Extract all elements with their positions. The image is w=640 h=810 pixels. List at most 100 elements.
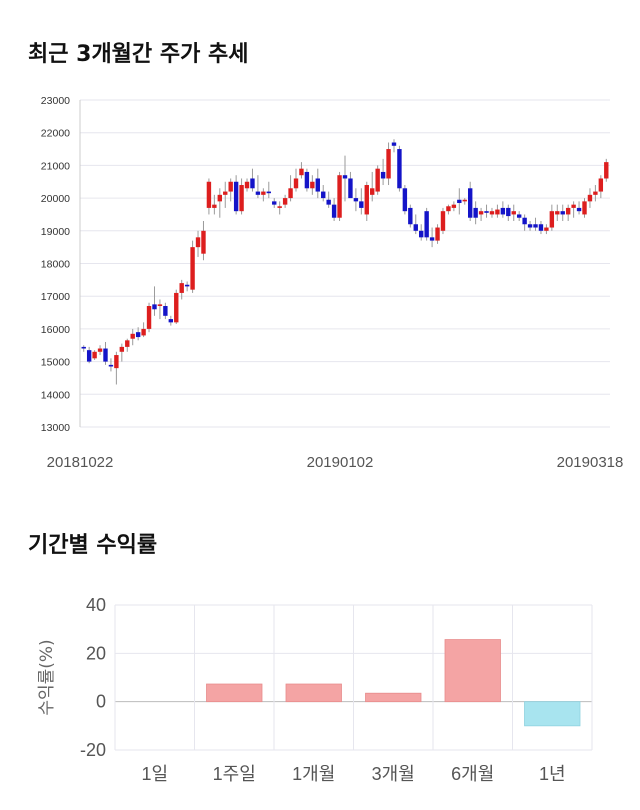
candle-down (457, 199, 462, 204)
candle-down (408, 207, 413, 225)
candle-down (86, 350, 92, 362)
candle-down (272, 201, 277, 205)
candle-up (549, 211, 555, 228)
candle-up (277, 206, 282, 208)
candle-up (440, 211, 446, 231)
returns-x-category-label: 1일 (141, 764, 168, 784)
candle-up (478, 211, 484, 215)
candle-down (527, 224, 533, 228)
candle-up (489, 211, 495, 215)
candle-up (206, 181, 212, 208)
price-x-date-label: 20190102 (307, 454, 374, 471)
returns-bar (206, 683, 263, 703)
candle-up (587, 194, 593, 202)
candle-down (326, 199, 331, 205)
candle-down (560, 211, 565, 215)
price-y-tick-label: 17000 (41, 291, 70, 303)
candle-down (576, 207, 582, 212)
candle-up (571, 204, 576, 208)
candle-up (293, 178, 299, 189)
price-y-tick-label: 23000 (41, 95, 70, 107)
returns-bar (285, 683, 342, 703)
candle-down (419, 230, 424, 238)
candle-up (130, 333, 135, 339)
candle-up (212, 204, 217, 208)
candle-up (119, 346, 125, 352)
candle-down (342, 175, 348, 179)
returns-bar (444, 639, 501, 703)
candle-down (538, 224, 544, 231)
price-candlestick-chart: 13000 14000 15000 16000 17000 18000 19000 20000… (41, 95, 624, 471)
returns-x-category-label: 1주일 (213, 764, 256, 784)
candle-up (555, 211, 560, 215)
returns-bar-chart: -20 0 20 40 1일 1주일 1개월 3개월 6개월 1년 수익률(%) (37, 595, 593, 784)
returns-x-category-label: 3개월 (372, 764, 415, 784)
candle-down (250, 178, 255, 189)
candle-down (397, 149, 402, 189)
candle-down (103, 348, 108, 362)
candle-up (97, 348, 103, 352)
candle-down (500, 207, 506, 215)
candle-up (195, 237, 201, 248)
candle-up (386, 149, 391, 179)
candle-up (604, 162, 609, 179)
candle-down (359, 201, 364, 208)
price-y-tick-label: 19000 (41, 226, 70, 238)
returns-y-axis-label: 수익률(%) (37, 639, 57, 715)
candle-up (114, 355, 119, 369)
returns-bar (365, 692, 422, 703)
returns-bar (524, 701, 581, 727)
price-y-tick-label: 21000 (41, 160, 70, 172)
price-y-tick-label: 22000 (41, 128, 70, 140)
candle-up (146, 306, 152, 329)
candle-down (473, 207, 478, 218)
candle-up (375, 168, 380, 192)
candle-down (304, 171, 310, 189)
candle-down (380, 171, 386, 179)
candle-up (174, 292, 179, 323)
price-x-date-label: 20190318 (557, 454, 624, 471)
candle-up (364, 185, 369, 215)
price-trend-title: 최근 3개월간 주가 추세 (28, 42, 249, 67)
returns-y-tick-label: 0 (96, 692, 106, 712)
candle-up (157, 304, 163, 307)
candle-down (522, 217, 527, 225)
candle-down (266, 191, 271, 194)
candle-down (331, 204, 337, 218)
candle-down (467, 188, 473, 218)
candle-down (533, 224, 538, 228)
returns-y-tick-label: 20 (86, 643, 106, 663)
candle-down (315, 178, 320, 192)
price-y-tick-label: 14000 (41, 389, 70, 401)
candle-up (593, 191, 598, 195)
candle-up (282, 198, 288, 205)
candle-up (511, 211, 516, 215)
candle-up (288, 188, 293, 199)
returns-x-category-label: 1년 (539, 764, 566, 784)
candle-up (228, 181, 233, 192)
returns-x-category-label: 6개월 (451, 764, 494, 784)
returns-y-tick-label: 40 (86, 595, 106, 615)
candle-up (223, 191, 228, 195)
candle-down (135, 332, 141, 338)
candle-up (261, 191, 266, 195)
candle-down (424, 211, 429, 238)
candle-up (446, 206, 451, 212)
candle-down (516, 214, 522, 218)
price-y-tick-label: 13000 (41, 422, 70, 434)
candle-down (348, 178, 353, 199)
candle-down (168, 319, 174, 323)
candle-up (598, 178, 604, 192)
returns-x-category-label: 1개월 (292, 764, 335, 784)
candle-down (163, 306, 168, 316)
candle-down (152, 304, 157, 310)
candle-down (81, 346, 86, 349)
candle-up (190, 247, 195, 290)
candle-up (451, 204, 457, 208)
candle-up (565, 207, 571, 215)
candle-up (495, 209, 500, 215)
candle-down (391, 142, 397, 146)
candle-up (582, 201, 587, 215)
candle-up (179, 283, 184, 293)
candle-up (201, 230, 206, 254)
